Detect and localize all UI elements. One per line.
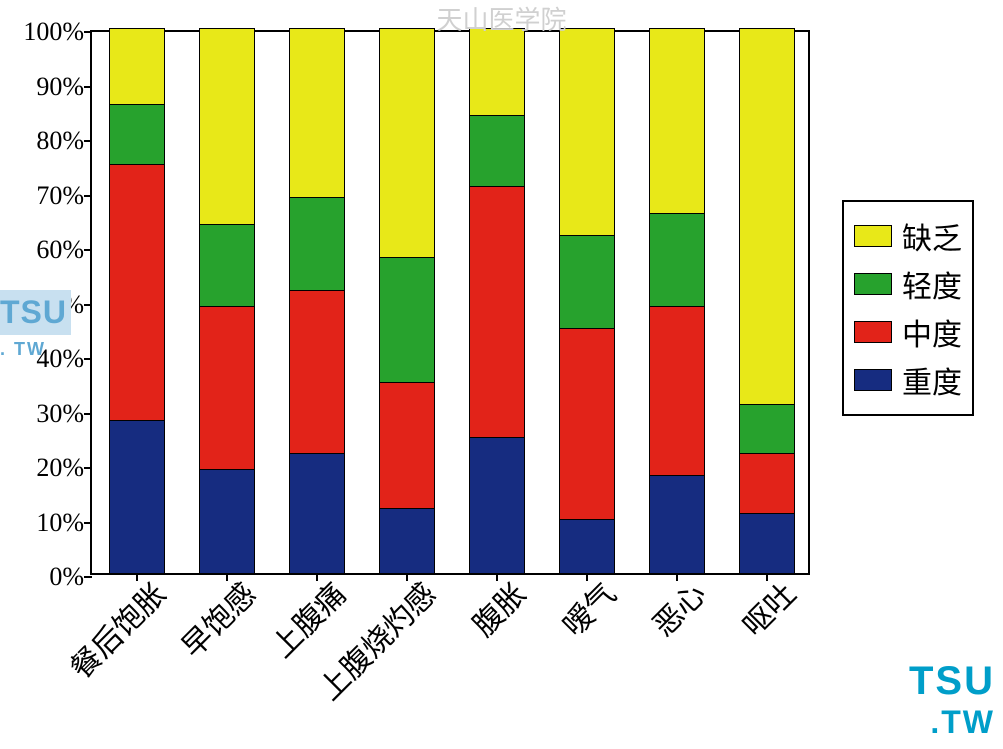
bar bbox=[109, 28, 165, 573]
y-tick-label: 100% bbox=[23, 17, 92, 47]
bar-segment-mild bbox=[560, 235, 614, 328]
chart-container: 天山医学院 TSU . TW 0%10%20%30%40%50%60%70%80… bbox=[0, 0, 1003, 749]
bar bbox=[739, 28, 795, 573]
bar-segment-moderate bbox=[110, 164, 164, 420]
bar-segment-mild bbox=[740, 404, 794, 453]
bar-segment-severe bbox=[380, 508, 434, 573]
bar-segment-severe bbox=[650, 475, 704, 573]
legend-item: 缺乏 bbox=[854, 214, 962, 258]
y-tick-mark bbox=[84, 358, 92, 360]
x-tick-label: 呕吐 bbox=[731, 571, 805, 645]
watermark-br-main: TSU bbox=[909, 659, 995, 704]
y-tick-mark bbox=[84, 522, 92, 524]
y-tick-mark bbox=[84, 467, 92, 469]
plot-area: 0%10%20%30%40%50%60%70%80%90%100%餐后饱胀早饱感… bbox=[90, 30, 810, 575]
legend-swatch bbox=[854, 225, 892, 247]
watermark-left: TSU . TW bbox=[0, 290, 71, 360]
bar-segment-absent bbox=[290, 28, 344, 197]
bar-segment-absent bbox=[110, 28, 164, 104]
x-tick-label: 嗳气 bbox=[551, 571, 625, 645]
legend-swatch bbox=[854, 369, 892, 391]
bar-segment-moderate bbox=[200, 306, 254, 470]
watermark-left-main: TSU bbox=[0, 290, 71, 335]
bar bbox=[199, 28, 255, 573]
bar-segment-moderate bbox=[650, 306, 704, 475]
legend-item: 重度 bbox=[854, 358, 962, 402]
legend-swatch bbox=[854, 321, 892, 343]
bar-segment-severe bbox=[740, 513, 794, 573]
bar-segment-moderate bbox=[290, 290, 344, 454]
bar-segment-mild bbox=[470, 115, 524, 186]
bar-segment-absent bbox=[200, 28, 254, 224]
bar bbox=[289, 28, 345, 573]
legend-item: 中度 bbox=[854, 310, 962, 354]
bar bbox=[469, 28, 525, 573]
y-tick-mark bbox=[84, 413, 92, 415]
bar-segment-absent bbox=[650, 28, 704, 213]
bar bbox=[649, 28, 705, 573]
bar-segment-mild bbox=[380, 257, 434, 382]
y-tick-mark bbox=[84, 31, 92, 33]
bar-segment-mild bbox=[650, 213, 704, 306]
legend-label: 轻度 bbox=[902, 262, 962, 306]
bar bbox=[559, 28, 615, 573]
legend-label: 中度 bbox=[902, 310, 962, 354]
bar-segment-moderate bbox=[560, 328, 614, 519]
bar-segment-severe bbox=[470, 437, 524, 573]
legend-label: 缺乏 bbox=[902, 214, 962, 258]
x-tick-label: 腹胀 bbox=[461, 571, 535, 645]
bar-segment-absent bbox=[560, 28, 614, 235]
bar-segment-mild bbox=[110, 104, 164, 164]
watermark-br-sub: .TW bbox=[909, 704, 995, 741]
watermark-left-sub: . TW bbox=[0, 339, 71, 360]
y-tick-mark bbox=[84, 576, 92, 578]
bar-segment-moderate bbox=[380, 382, 434, 507]
bar-segment-absent bbox=[380, 28, 434, 257]
y-tick-mark bbox=[84, 249, 92, 251]
x-tick-label: 恶心 bbox=[641, 571, 715, 645]
watermark-bottom-right: TSU .TW bbox=[909, 659, 995, 741]
x-tick-label: 早饱感 bbox=[169, 571, 264, 666]
bar-segment-severe bbox=[290, 453, 344, 573]
bar bbox=[379, 28, 435, 573]
bar-segment-mild bbox=[200, 224, 254, 306]
y-tick-mark bbox=[84, 195, 92, 197]
legend: 缺乏轻度中度重度 bbox=[842, 200, 974, 416]
bar-segment-mild bbox=[290, 197, 344, 290]
y-tick-mark bbox=[84, 304, 92, 306]
legend-label: 重度 bbox=[902, 358, 962, 402]
legend-item: 轻度 bbox=[854, 262, 962, 306]
bar-segment-severe bbox=[560, 519, 614, 574]
bar-segment-moderate bbox=[470, 186, 524, 437]
bar-segment-moderate bbox=[740, 453, 794, 513]
bar-segment-severe bbox=[110, 420, 164, 573]
legend-swatch bbox=[854, 273, 892, 295]
watermark-top: 天山医学院 bbox=[436, 0, 566, 37]
y-tick-mark bbox=[84, 140, 92, 142]
bar-segment-severe bbox=[200, 469, 254, 573]
bar-segment-absent bbox=[470, 28, 524, 115]
bar-segment-absent bbox=[740, 28, 794, 404]
y-tick-mark bbox=[84, 86, 92, 88]
